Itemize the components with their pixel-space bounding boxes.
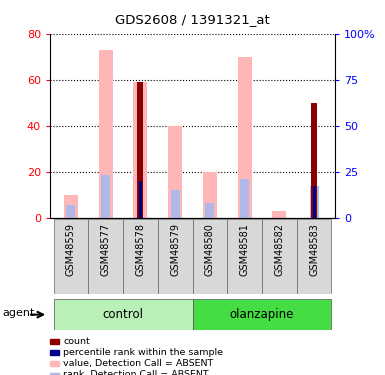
Text: GSM48582: GSM48582 bbox=[275, 223, 285, 276]
Text: count: count bbox=[63, 337, 90, 346]
Bar bbox=[168, 126, 182, 218]
Text: value, Detection Call = ABSENT: value, Detection Call = ABSENT bbox=[63, 359, 213, 368]
Text: GDS2608 / 1391321_at: GDS2608 / 1391321_at bbox=[115, 13, 270, 26]
Text: olanzapine: olanzapine bbox=[230, 308, 294, 321]
Bar bbox=[310, 186, 319, 218]
Bar bbox=[238, 57, 251, 217]
Text: control: control bbox=[102, 308, 144, 321]
Bar bbox=[99, 50, 112, 217]
Bar bbox=[240, 179, 249, 218]
Bar bbox=[54, 299, 192, 330]
Text: GSM48580: GSM48580 bbox=[205, 223, 215, 276]
Text: GSM48583: GSM48583 bbox=[309, 223, 319, 276]
Bar bbox=[66, 205, 75, 218]
Bar bbox=[313, 186, 316, 218]
Text: percentile rank within the sample: percentile rank within the sample bbox=[63, 348, 223, 357]
Text: GSM48578: GSM48578 bbox=[136, 223, 146, 276]
Text: GSM48577: GSM48577 bbox=[100, 223, 110, 276]
Bar bbox=[54, 219, 88, 294]
Text: GSM48581: GSM48581 bbox=[239, 223, 249, 276]
Text: rank, Detection Call = ABSENT: rank, Detection Call = ABSENT bbox=[63, 370, 209, 375]
Text: agent: agent bbox=[2, 309, 34, 318]
Bar bbox=[64, 195, 78, 217]
Bar bbox=[158, 219, 192, 294]
Bar bbox=[50, 373, 59, 375]
Bar bbox=[192, 219, 227, 294]
Bar bbox=[137, 82, 143, 218]
Bar bbox=[88, 219, 123, 294]
Bar bbox=[134, 82, 147, 218]
Bar bbox=[297, 219, 331, 294]
Bar bbox=[205, 203, 214, 217]
Bar bbox=[50, 350, 59, 355]
Bar bbox=[139, 181, 142, 218]
Bar bbox=[203, 172, 217, 217]
Bar bbox=[101, 175, 110, 217]
Bar bbox=[50, 362, 59, 366]
Text: GSM48559: GSM48559 bbox=[66, 223, 76, 276]
Bar bbox=[262, 219, 297, 294]
Bar bbox=[227, 219, 262, 294]
Bar bbox=[192, 299, 331, 330]
Bar bbox=[311, 103, 317, 218]
Bar bbox=[273, 211, 286, 218]
Bar bbox=[50, 339, 59, 344]
Text: GSM48579: GSM48579 bbox=[170, 223, 180, 276]
Bar bbox=[123, 219, 158, 294]
Bar bbox=[171, 190, 180, 217]
